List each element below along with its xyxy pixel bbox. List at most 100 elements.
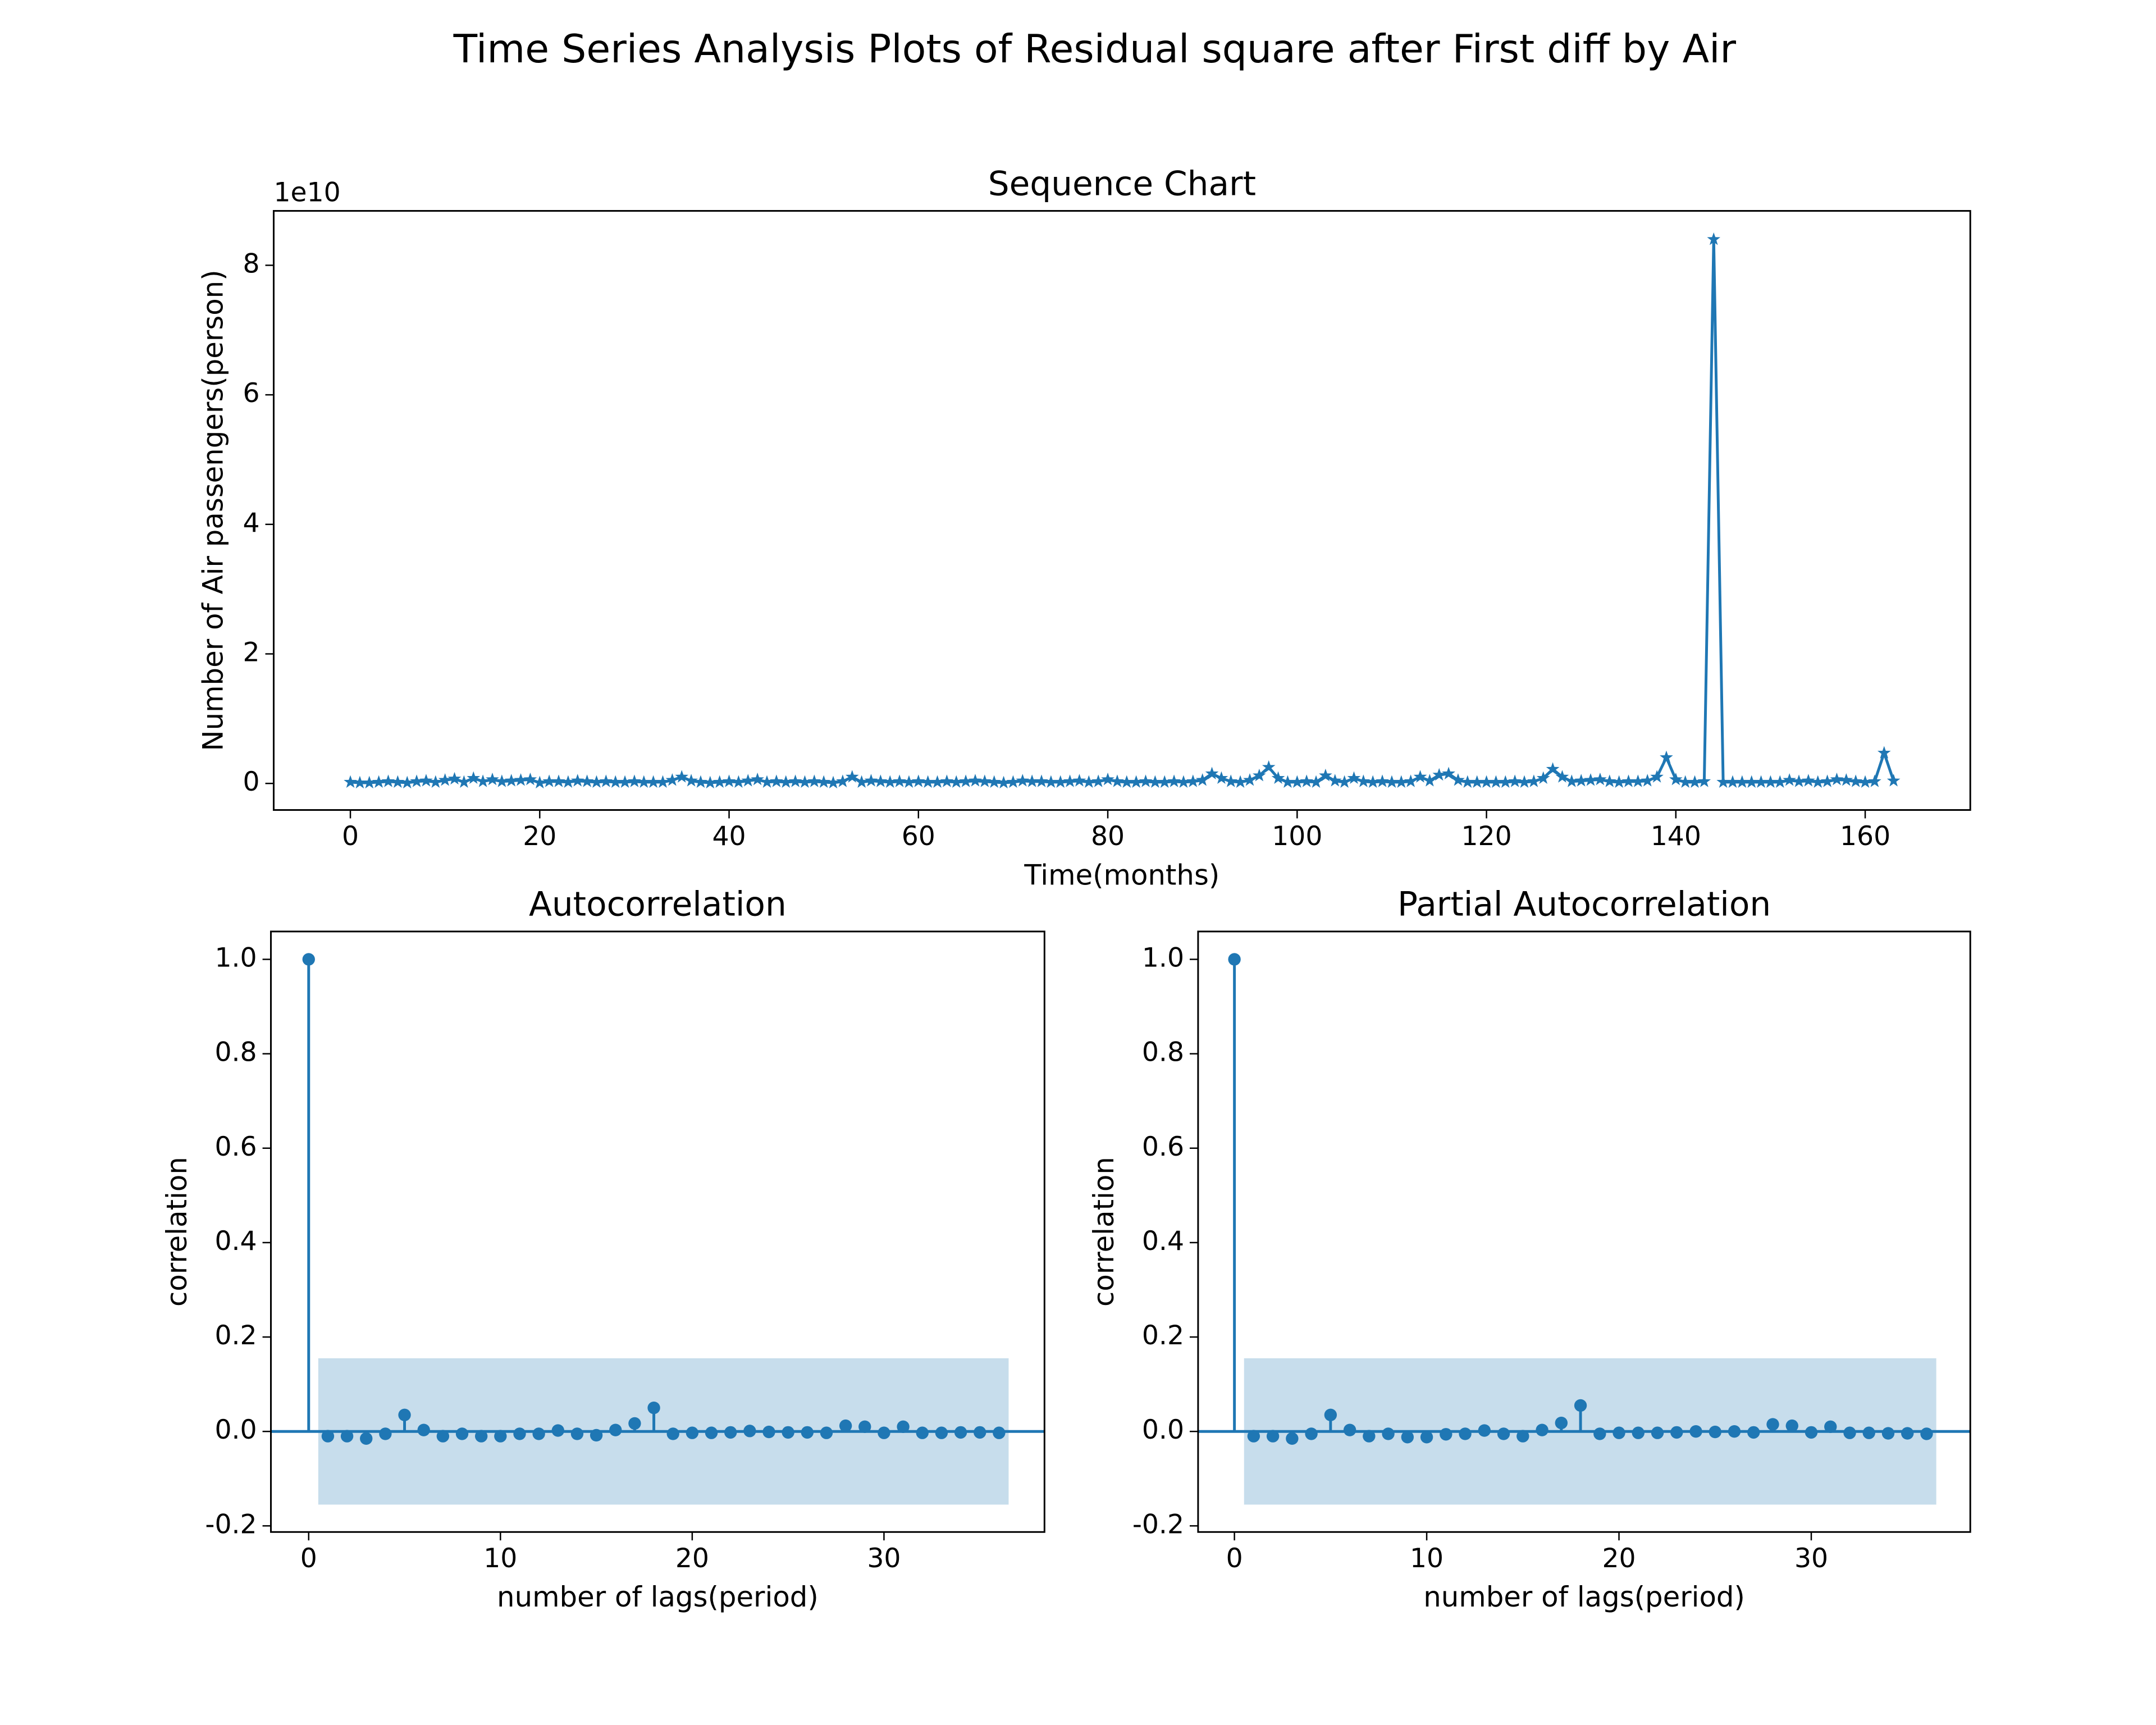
stem-marker: [570, 1427, 584, 1440]
stem-marker: [1343, 1423, 1356, 1436]
y-tick-label: 0.6: [1142, 1131, 1184, 1162]
stem-marker: [1843, 1426, 1856, 1439]
star-marker: [467, 771, 481, 784]
star-marker: [1442, 766, 1455, 779]
y-tick-label: 0.4: [1142, 1226, 1184, 1257]
star-marker: [628, 774, 641, 787]
y-tick-label: 0.4: [214, 1226, 257, 1257]
stem-marker: [532, 1427, 545, 1440]
star-marker: [438, 773, 452, 786]
star-marker: [637, 775, 651, 788]
star-marker: [1802, 774, 1815, 787]
stem-marker: [1613, 1426, 1625, 1439]
star-marker: [457, 775, 471, 788]
stem-marker: [590, 1429, 603, 1442]
stem-marker: [1709, 1425, 1721, 1439]
star-marker: [836, 774, 849, 787]
star-marker: [1707, 232, 1721, 245]
x-tick-label: 0: [300, 1543, 317, 1574]
y-tick-label: 1.0: [1142, 942, 1184, 973]
stem-marker: [1516, 1430, 1529, 1443]
star-marker: [826, 775, 840, 789]
star-marker: [1139, 774, 1153, 787]
star-marker: [874, 774, 888, 787]
star-marker: [1253, 768, 1266, 782]
star-marker: [1602, 774, 1616, 787]
stem-marker: [839, 1419, 852, 1432]
star-marker: [400, 775, 414, 789]
star-marker: [1688, 775, 1702, 788]
star-marker: [1764, 775, 1778, 788]
star-marker: [372, 775, 386, 788]
stem-marker: [878, 1426, 890, 1439]
x-tick-label: 0: [342, 821, 359, 852]
x-tick-label: 160: [1840, 821, 1890, 852]
stem-marker: [974, 1426, 986, 1439]
y-tick-label: -0.2: [1132, 1509, 1184, 1540]
star-marker: [1499, 775, 1513, 788]
star-marker: [419, 774, 433, 787]
star-marker: [1886, 774, 1901, 787]
star-marker: [646, 775, 660, 788]
star-marker: [1082, 775, 1096, 788]
star-marker: [1574, 774, 1588, 787]
stem-marker: [1401, 1431, 1414, 1444]
stem-marker: [1478, 1424, 1491, 1437]
star-marker: [741, 774, 755, 787]
y-offset-label: 1e10: [273, 177, 340, 208]
star-marker: [590, 775, 604, 788]
star-marker: [1290, 775, 1304, 788]
stem-marker: [321, 1430, 335, 1443]
star-marker: [845, 770, 859, 783]
x-axis-label: Time(months): [1024, 859, 1219, 891]
star-marker: [1631, 774, 1645, 787]
star-marker: [1726, 775, 1739, 788]
star-marker: [1044, 775, 1058, 788]
x-tick-label: 80: [1091, 821, 1125, 852]
stem-marker: [1324, 1408, 1337, 1421]
star-marker: [949, 775, 963, 788]
star-marker: [476, 774, 490, 787]
y-tick-label: 8: [243, 248, 260, 279]
star-marker: [1678, 775, 1692, 788]
stem-marker: [954, 1426, 967, 1439]
star-marker: [722, 774, 736, 787]
x-tick-label: 120: [1461, 821, 1511, 852]
star-marker: [353, 775, 367, 789]
star-marker: [1868, 774, 1881, 787]
star-marker: [1470, 775, 1484, 788]
stem-marker: [801, 1426, 814, 1439]
star-marker: [1072, 774, 1086, 787]
star-marker: [1489, 775, 1503, 788]
star-marker: [1356, 774, 1371, 787]
star-marker: [1158, 775, 1172, 788]
stem-marker: [1266, 1430, 1280, 1443]
star-marker: [1111, 774, 1124, 787]
star-marker: [1811, 775, 1825, 788]
star-marker: [1584, 773, 1597, 786]
stem-marker: [1824, 1420, 1837, 1433]
star-marker: [447, 772, 462, 785]
star-marker: [1877, 746, 1891, 759]
star-marker: [694, 775, 707, 788]
star-marker: [1404, 774, 1418, 787]
star-marker: [864, 774, 878, 787]
x-tick-label: 20: [523, 821, 556, 852]
star-marker: [1716, 775, 1730, 788]
stem-marker: [302, 953, 315, 966]
star-marker: [1025, 774, 1039, 787]
stem-marker: [1670, 1426, 1683, 1439]
y-tick-label: 4: [243, 508, 260, 539]
star-marker: [712, 775, 727, 788]
star-marker: [1205, 766, 1219, 779]
stem-marker: [916, 1426, 929, 1439]
subplot: Sequence Chart Time(months) Number of Air …: [197, 165, 1971, 891]
star-marker: [1432, 768, 1446, 781]
stem-marker: [1920, 1427, 1933, 1440]
stem-marker: [782, 1426, 794, 1439]
star-marker: [1744, 775, 1758, 788]
stem-marker: [1536, 1423, 1549, 1436]
star-marker: [665, 773, 679, 786]
